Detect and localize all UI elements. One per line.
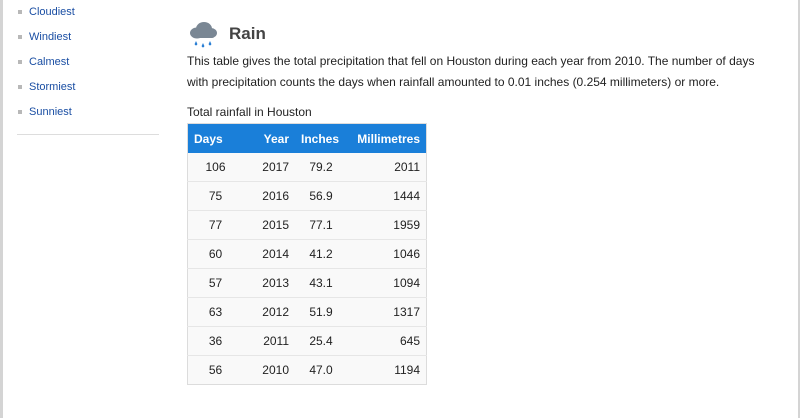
table-header: Days Year Inches Millimetres: [187, 123, 427, 153]
cell-year: 2013: [243, 268, 295, 298]
sidebar-list: Cloudiest Windiest Calmest Stormiest Sun…: [17, 0, 159, 125]
cell-inches: 79.2: [309, 160, 333, 174]
cell-millimetres: 645: [347, 326, 427, 356]
table-header-row: Days Year Inches Millimetres: [187, 123, 427, 153]
main-content: Rain This table gives the total precipit…: [187, 14, 767, 385]
section-heading: Rain: [187, 14, 767, 54]
sidebar-link-stormiest[interactable]: Stormiest: [29, 81, 76, 93]
table-caption: Total rainfall in Houston: [187, 105, 312, 119]
sidebar-nav: Cloudiest Windiest Calmest Stormiest Sun…: [17, 0, 159, 135]
bullet-icon: [18, 60, 22, 64]
sidebar-item-windiest: Windiest: [17, 25, 159, 50]
sidebar-item-calmest: Calmest: [17, 50, 159, 75]
table-row: 60 2014 41.2 1046: [187, 239, 427, 269]
cell-inches: 77.1: [295, 210, 347, 240]
cell-millimetres: 1444: [347, 181, 427, 211]
cell-year: 2014: [243, 239, 295, 269]
table-row: 106 2017 79.2 2011: [188, 153, 427, 182]
cell-inches: 51.9: [295, 297, 347, 327]
cell-year: 2017: [262, 160, 289, 174]
bullet-icon: [18, 10, 22, 14]
left-border: [0, 0, 3, 418]
cell-year: 2010: [243, 355, 295, 385]
cell-inches: 25.4: [295, 326, 347, 356]
cell-inches: 56.9: [295, 181, 347, 211]
section-description: This table gives the total precipitation…: [187, 54, 755, 89]
sidebar-link-calmest[interactable]: Calmest: [29, 56, 70, 68]
bullet-icon: [18, 110, 22, 114]
cell-year: 2012: [243, 297, 295, 327]
bullet-icon: [18, 85, 22, 89]
cell-inches: 47.0: [295, 355, 347, 385]
cell-days: 75: [187, 181, 243, 211]
table-row: 77 2015 77.1 1959: [187, 210, 427, 240]
column-header-millimetres: Millimetres: [347, 123, 427, 153]
rain-cloud-icon: [187, 18, 219, 50]
table-row: 56 2010 47.0 1194: [187, 355, 427, 385]
column-header-days: Days: [187, 123, 243, 153]
cell-days: 57: [187, 268, 243, 298]
cell-millimetres: 1094: [347, 268, 427, 298]
cell-millimetres: 1959: [347, 210, 427, 240]
cell-year: 2011: [243, 326, 295, 356]
table-row: 75 2016 56.9 1444: [187, 181, 427, 211]
cell-days: 56: [187, 355, 243, 385]
cell-millimetres: 1194: [347, 355, 427, 385]
table-row: 57 2013 43.1 1094: [187, 268, 427, 298]
cell-millimetres: 1046: [347, 239, 427, 269]
cell-year: 2015: [243, 210, 295, 240]
sidebar-item-cloudiest: Cloudiest: [17, 0, 159, 25]
cell-year: 2016: [243, 181, 295, 211]
table-row: 63 2012 51.9 1317: [187, 297, 427, 327]
cell-days: 36: [187, 326, 243, 356]
sidebar-link-cloudiest[interactable]: Cloudiest: [29, 6, 75, 18]
cell-millimetres: 2011: [394, 160, 420, 174]
cell-millimetres: 1317: [347, 297, 427, 327]
cell-days: 60: [187, 239, 243, 269]
rainfall-table: Days Year Inches Millimetres 106 2017 79…: [187, 123, 427, 385]
sidebar-divider: [17, 134, 159, 135]
bullet-icon: [18, 35, 22, 39]
sidebar-item-stormiest: Stormiest: [17, 75, 159, 100]
cell-days: 77: [187, 210, 243, 240]
column-header-year: Year: [243, 123, 295, 153]
cell-days: 63: [187, 297, 243, 327]
cell-inches: 41.2: [295, 239, 347, 269]
sidebar-link-sunniest[interactable]: Sunniest: [29, 106, 72, 118]
table-body: 106 2017 79.2 2011 75 2016 56.9 1444 77 …: [187, 153, 427, 385]
sidebar-item-sunniest: Sunniest: [17, 100, 159, 125]
section-title: Rain: [229, 24, 266, 43]
column-header-inches: Inches: [295, 123, 347, 153]
cell-inches: 43.1: [295, 268, 347, 298]
table-row: 36 2011 25.4 645: [187, 326, 427, 356]
right-border: [798, 0, 800, 418]
cell-days: 106: [205, 160, 226, 174]
sidebar-link-windiest[interactable]: Windiest: [29, 31, 72, 43]
